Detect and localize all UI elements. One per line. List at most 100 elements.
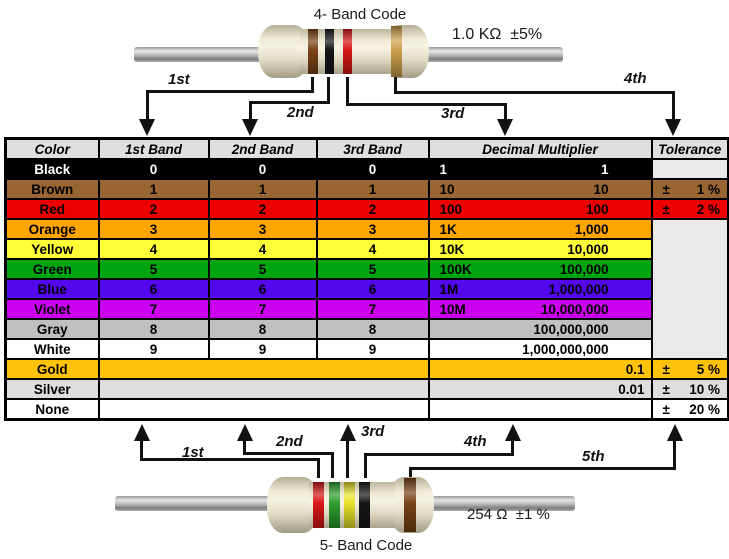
- tolerance-value: 5 %: [696, 361, 720, 377]
- arrow-label-2nd: 2nd: [287, 104, 314, 121]
- four-band-value: 1.0 KΩ ±5%: [452, 26, 543, 43]
- band-value-cell: 6: [315, 278, 430, 300]
- band-value-cell: 0: [97, 158, 210, 180]
- band-value-cell: 2: [315, 198, 430, 220]
- table-row-blue: Blue 6 6 6 1M 1,000,000: [4, 278, 729, 300]
- arrow-down-2nd: [242, 119, 258, 136]
- multiplier-prefix: 10K: [439, 241, 465, 257]
- arrow-label-5th: 5th: [582, 448, 605, 465]
- arrow-label-4th: 4th: [624, 70, 647, 87]
- tolerance-cell: ±2 %: [650, 198, 729, 220]
- multiplier-value: 0.01: [618, 381, 645, 397]
- band-value-cell: 6: [97, 278, 210, 300]
- band-value-cell: 3: [207, 218, 318, 240]
- multiplier-cell: 1M 1,000,000: [427, 278, 653, 300]
- color-code-table: Color 1st Band 2nd Band 3rd Band Decimal Mul…: [4, 137, 729, 421]
- multiplier-cell: 100K 100,000: [427, 258, 653, 280]
- band-green: [329, 482, 340, 528]
- color-name-cell: None: [4, 398, 100, 421]
- table-row-yellow: Yellow 4 4 4 10K 10,000: [4, 238, 729, 260]
- arrow-label-3rd: 3rd: [361, 423, 385, 440]
- band-value-cell: 8: [97, 318, 210, 340]
- color-name-cell: Gray: [4, 318, 100, 340]
- band-brown: [404, 478, 416, 532]
- color-name-cell: Red: [4, 198, 100, 220]
- multiplier-value: 0.1: [625, 361, 645, 377]
- band-value-cell: 3: [97, 218, 210, 240]
- band-value-cell: 4: [315, 238, 430, 260]
- table-row-green: Green 5 5 5 100K 100,000: [4, 258, 729, 280]
- table-row-gold: Gold 0.1 ±5 %: [4, 358, 729, 380]
- band-red: [343, 29, 352, 74]
- multiplier-cell: 0.1: [427, 358, 653, 380]
- arrow-label-2nd: 2nd: [276, 433, 303, 450]
- color-name-cell: Gold: [4, 358, 100, 380]
- band-brown: [308, 29, 318, 74]
- multiplier-value: 10,000,000: [540, 301, 609, 317]
- arrow-label-1st: 1st: [168, 71, 190, 88]
- color-name-cell: Green: [4, 258, 100, 280]
- multiplier-cell: 10K 10,000: [427, 238, 653, 260]
- band-value-cell: 2: [207, 198, 318, 220]
- arrow-up-4th: [505, 424, 521, 441]
- header-1st-band: 1st Band: [97, 137, 210, 160]
- band-value-cell: 7: [207, 298, 318, 320]
- table-row-black: Black 0 0 0 1 1: [4, 158, 729, 180]
- band-value-cell: 9: [97, 338, 210, 360]
- multiplier-prefix: 100K: [439, 261, 472, 277]
- multiplier-prefix: 10: [439, 181, 455, 197]
- tolerance-value: 20 %: [689, 401, 720, 417]
- band-value-cell: 8: [315, 318, 430, 340]
- multiplier-value: 100,000,000: [533, 321, 609, 337]
- band-value-cell: 1: [315, 178, 430, 200]
- color-name-cell: Black: [4, 158, 100, 180]
- plus-minus-sign: ±: [662, 201, 670, 217]
- five-band-title: 5- Band Code: [319, 537, 413, 554]
- color-name-cell: Orange: [4, 218, 100, 240]
- band-yellow: [344, 482, 355, 528]
- multiplier-prefix: 1: [439, 161, 448, 177]
- tolerance-cell: ±20 %: [650, 398, 729, 421]
- multiplier-cell: 100,000,000: [427, 318, 653, 340]
- color-name-cell: Silver: [4, 378, 100, 400]
- multiplier-prefix: 1K: [439, 221, 457, 237]
- tolerance-cell: ±5 %: [650, 358, 729, 380]
- band-value-cell: 6: [207, 278, 318, 300]
- color-name-cell: Violet: [4, 298, 100, 320]
- band-value-cell: 5: [207, 258, 318, 280]
- merged-band-cell: [97, 398, 430, 421]
- multiplier-value: 1,000: [574, 221, 609, 237]
- header-decimal-multiplier: Decimal Multiplier: [427, 137, 653, 160]
- table-row-white: White 9 9 9 1,000,000,000: [4, 338, 729, 360]
- band-value-cell: 5: [97, 258, 210, 280]
- multiplier-cell: 10 10: [427, 178, 653, 200]
- plus-minus-sign: ±: [662, 401, 670, 417]
- band-value-cell: 5: [315, 258, 430, 280]
- multiplier-value: 100,000: [559, 261, 609, 277]
- table-row-red: Red 2 2 2 100 100 ±2 %: [4, 198, 729, 220]
- band-value-cell: 4: [207, 238, 318, 260]
- tolerance-empty-cell: [650, 158, 729, 180]
- multiplier-cell: 100 100: [427, 198, 653, 220]
- multiplier-prefix: 10M: [439, 301, 466, 317]
- table-row-brown: Brown 1 1 1 10 10 ±1 %: [4, 178, 729, 200]
- merged-band-cell: [97, 378, 430, 400]
- multiplier-cell: 1K 1,000: [427, 218, 653, 240]
- arrow-label-4th: 4th: [464, 433, 487, 450]
- arrow-label-1st: 1st: [182, 444, 204, 461]
- table-row-orange: Orange 3 3 3 1K 1,000: [4, 218, 729, 360]
- multiplier-cell: [427, 398, 653, 421]
- arrow-down-3rd: [497, 119, 513, 136]
- multiplier-cell: 1,000,000,000: [427, 338, 653, 360]
- band-value-cell: 0: [315, 158, 430, 180]
- band-value-cell: 0: [207, 158, 318, 180]
- band-red: [313, 482, 324, 528]
- four-band-title: 4- Band Code: [313, 6, 407, 23]
- multiplier-value: 1: [600, 161, 609, 177]
- multiplier-value: 10: [593, 181, 609, 197]
- band-value-cell: 8: [207, 318, 318, 340]
- multiplier-value: 100: [585, 201, 609, 217]
- header-color: Color: [4, 137, 100, 160]
